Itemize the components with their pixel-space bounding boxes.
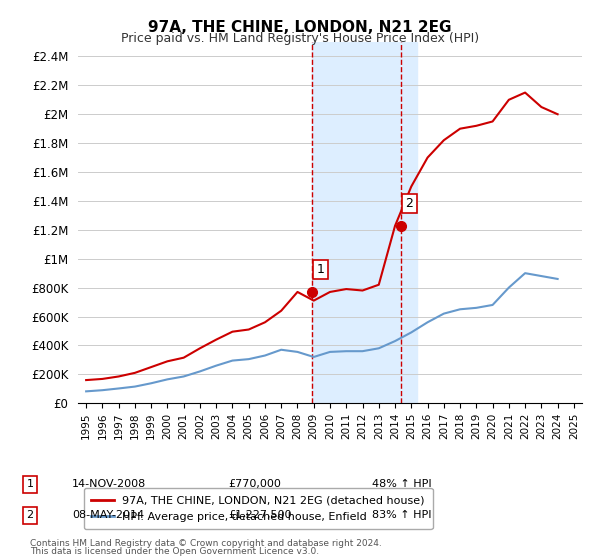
Text: 1: 1 bbox=[26, 479, 34, 489]
Text: 2: 2 bbox=[406, 197, 413, 210]
Text: £1,227,500: £1,227,500 bbox=[228, 510, 292, 520]
Legend: 97A, THE CHINE, LONDON, N21 2EG (detached house), HPI: Average price, detached h: 97A, THE CHINE, LONDON, N21 2EG (detache… bbox=[83, 488, 433, 529]
Text: £770,000: £770,000 bbox=[228, 479, 281, 489]
Text: Contains HM Land Registry data © Crown copyright and database right 2024.: Contains HM Land Registry data © Crown c… bbox=[30, 539, 382, 548]
Text: 14-NOV-2008: 14-NOV-2008 bbox=[72, 479, 146, 489]
Text: This data is licensed under the Open Government Licence v3.0.: This data is licensed under the Open Gov… bbox=[30, 547, 319, 556]
Bar bbox=[311, 42, 417, 403]
Text: 48% ↑ HPI: 48% ↑ HPI bbox=[372, 479, 431, 489]
Text: 1: 1 bbox=[317, 263, 325, 276]
Text: 08-MAY-2014: 08-MAY-2014 bbox=[72, 510, 144, 520]
Text: Price paid vs. HM Land Registry's House Price Index (HPI): Price paid vs. HM Land Registry's House … bbox=[121, 32, 479, 45]
Text: 83% ↑ HPI: 83% ↑ HPI bbox=[372, 510, 431, 520]
Text: 97A, THE CHINE, LONDON, N21 2EG: 97A, THE CHINE, LONDON, N21 2EG bbox=[148, 20, 452, 35]
Text: 2: 2 bbox=[26, 510, 34, 520]
